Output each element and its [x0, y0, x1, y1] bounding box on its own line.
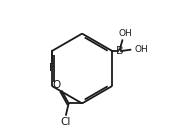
Text: OH: OH [134, 45, 148, 54]
Text: OH: OH [118, 29, 132, 38]
Text: F: F [49, 63, 55, 73]
Text: B: B [116, 46, 124, 56]
Text: O: O [52, 80, 61, 90]
Text: Cl: Cl [61, 117, 71, 127]
